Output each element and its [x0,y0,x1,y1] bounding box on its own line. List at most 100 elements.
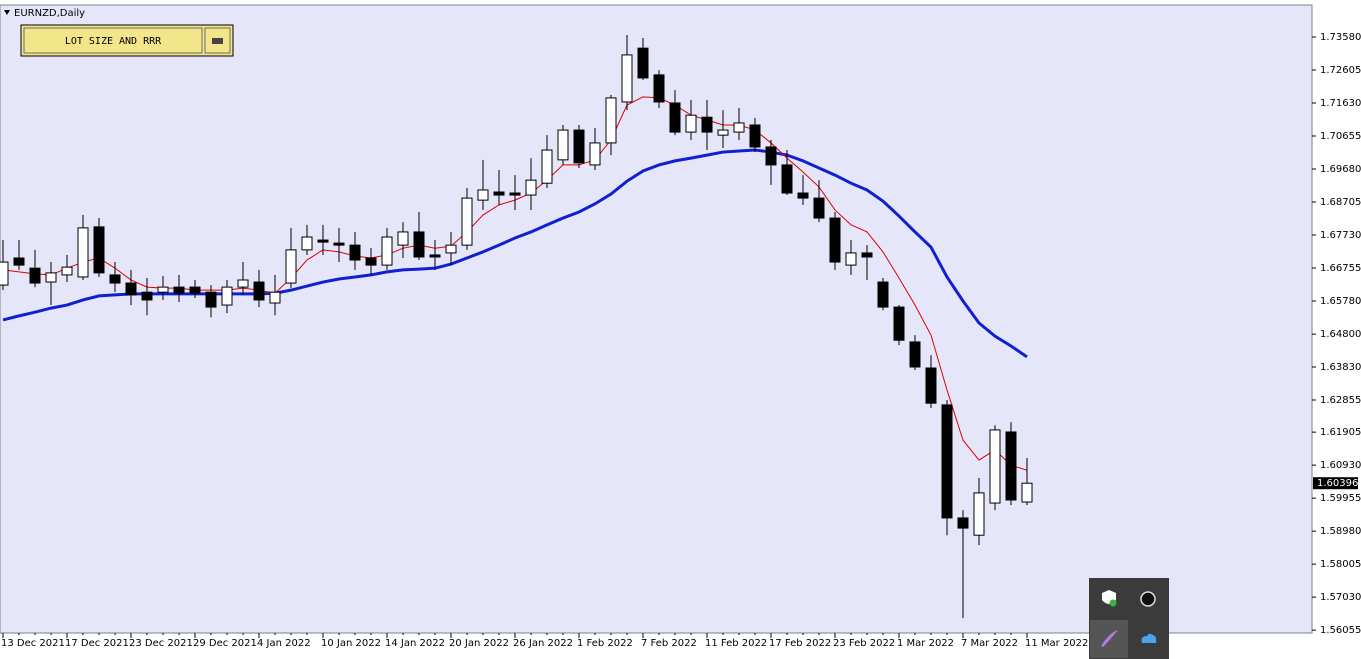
candle-body [509,192,521,196]
x-tick-label: 20 Jan 2022 [449,638,509,649]
candle-body [813,197,825,219]
candle-body [301,236,313,251]
x-tick-label: 7 Mar 2022 [961,638,1018,649]
candle-body [189,286,201,294]
candle-body [109,274,121,284]
candle-body [589,142,601,166]
x-tick-label: 23 Dec 2021 [129,638,193,649]
candle-body [1005,431,1017,501]
x-tick-label: 10 Jan 2022 [321,638,381,649]
candle-body [269,291,281,304]
x-tick-label: 11 Mar 2022 [1025,638,1088,649]
candle-body [45,272,57,283]
candle-body [141,291,153,301]
candle-body [125,282,137,296]
y-tick-label: 1.58005 [1320,559,1361,570]
x-tick-label: 14 Jan 2022 [385,638,445,649]
collapse-arrow[interactable] [4,10,10,15]
y-tick-label: 1.61905 [1320,427,1361,438]
y-tick-label: 1.73580 [1320,32,1361,43]
button-label[interactable]: LOT SIZE AND RRR [65,36,162,47]
candle-body [941,404,953,519]
candle-body [61,266,73,276]
lot-size-button[interactable]: LOT SIZE AND RRR [20,24,234,57]
candle-body [909,341,921,368]
chart-title: EURNZD,Daily [14,8,85,19]
candle-body [317,239,329,243]
candle-body [957,517,969,529]
cloud-icon[interactable] [1141,633,1157,643]
candle-body [733,122,745,133]
candle-body [77,227,89,278]
x-tick-label: 4 Jan 2022 [257,638,311,649]
candle-body [877,281,889,308]
candle-body [477,189,489,201]
y-tick-label: 1.72605 [1320,65,1361,76]
y-tick-label: 1.59955 [1320,493,1361,504]
candle-body [973,492,985,536]
x-tick-label: 1 Feb 2022 [577,638,633,649]
y-tick-label: 1.58980 [1320,526,1361,537]
candle-body [221,286,233,306]
candle-body [1021,482,1033,503]
y-tick-label: 1.66755 [1320,263,1361,274]
candle-body [0,261,9,286]
current-price-label: 1.60396 [1317,478,1358,489]
candle-body [253,281,265,301]
feather-icon[interactable] [1101,630,1118,647]
candle-body [701,116,713,133]
candle-body [573,129,585,164]
x-tick-label: 17 Dec 2021 [65,638,129,649]
candle-body [13,257,25,266]
y-tick-label: 1.63830 [1320,362,1361,373]
candle-body [653,74,665,103]
y-tick-label: 1.57030 [1320,592,1361,603]
x-tick-label: 23 Feb 2022 [833,638,895,649]
y-tick-label: 1.60930 [1320,460,1361,471]
candle-body [349,244,361,261]
candle-body [445,244,457,254]
y-tick-label: 1.62855 [1320,395,1361,406]
candle-body [861,252,873,258]
app-icon[interactable] [1140,591,1156,607]
y-tick-label: 1.70655 [1320,131,1361,142]
candle-body [493,191,505,196]
tray-popup [1089,578,1169,659]
x-tick-label: 11 Feb 2022 [705,638,767,649]
candle-body [397,231,409,246]
current-price-box [1313,477,1358,490]
y-tick-label: 1.71630 [1320,98,1361,109]
candle-body [749,124,761,148]
button-face[interactable] [23,27,203,54]
plot-area [0,4,1313,634]
y-tick-label: 1.65780 [1320,296,1361,307]
candle-body [781,164,793,194]
candle-body [365,257,377,266]
x-tick-label: 1 Mar 2022 [897,638,954,649]
candle-body [381,236,393,266]
candle-body [925,367,937,404]
candle-body [413,231,425,258]
y-tick-label: 1.67730 [1320,230,1361,241]
y-tick-label: 1.64800 [1320,329,1361,340]
candle-body [93,226,105,274]
candle-body [557,129,569,161]
candle-body [637,47,649,79]
y-tick-label: 1.69680 [1320,164,1361,175]
y-tick-label: 1.56055 [1320,625,1361,636]
candle-body [237,279,249,288]
x-tick-label: 26 Jan 2022 [513,638,573,649]
security-check [1109,599,1117,607]
candle-body [157,286,169,293]
candle-body [605,97,617,144]
candle-body [333,242,345,246]
candle-body [173,286,185,294]
candle-body [893,306,905,341]
settings-icon [212,38,223,44]
candle-body [541,149,553,184]
x-tick-label: 17 Feb 2022 [769,638,831,649]
candle-body [29,267,41,284]
candle-body [685,114,697,133]
